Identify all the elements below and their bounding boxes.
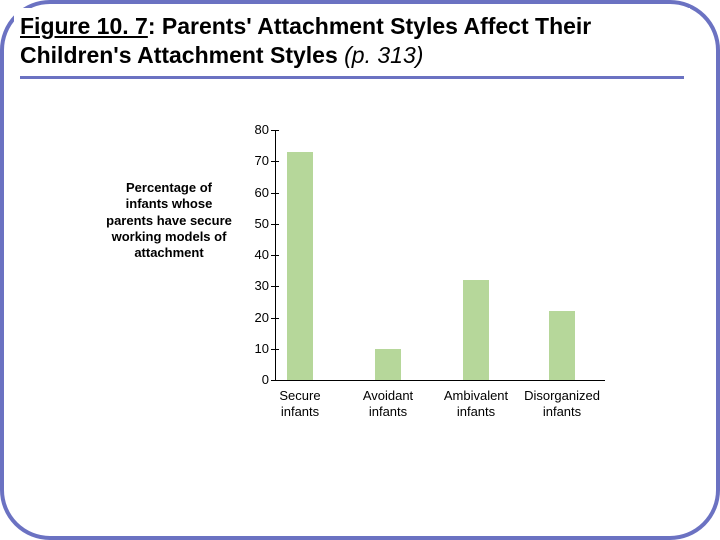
figure-label: Figure 10. 7 [20,13,148,39]
bar [375,349,401,380]
x-tick-label: Avoidantinfants [345,388,431,419]
page-reference: (p. 313) [344,42,423,68]
x-tick-label: Disorganizedinfants [519,388,605,419]
title-underline [20,76,684,79]
x-tick-label: Secureinfants [257,388,343,419]
y-tick [271,349,279,350]
y-tick [271,193,279,194]
page-title: Figure 10. 7: Parents' Attachment Styles… [20,12,684,70]
y-tick-label: 20 [241,310,269,325]
y-tick [271,318,279,319]
plot-area: 01020304050607080SecureinfantsAvoidantin… [245,130,615,420]
y-tick-label: 30 [241,278,269,293]
x-axis [275,380,605,381]
bar [463,280,489,380]
y-tick-label: 40 [241,247,269,262]
bar-chart: Percentage of infants whose parents have… [115,120,635,480]
y-tick [271,380,279,381]
y-tick-label: 50 [241,216,269,231]
y-tick-label: 10 [241,341,269,356]
y-tick-label: 0 [241,372,269,387]
y-tick [271,224,279,225]
bar [287,152,313,380]
y-tick-label: 70 [241,153,269,168]
y-axis-label: Percentage of infants whose parents have… [105,180,233,261]
y-tick-label: 60 [241,185,269,200]
y-tick [271,286,279,287]
y-tick [271,130,279,131]
y-tick [271,255,279,256]
title-container: Figure 10. 7: Parents' Attachment Styles… [14,8,690,83]
y-tick [271,161,279,162]
bar [549,311,575,380]
x-tick-label: Ambivalentinfants [433,388,519,419]
y-tick-label: 80 [241,122,269,137]
